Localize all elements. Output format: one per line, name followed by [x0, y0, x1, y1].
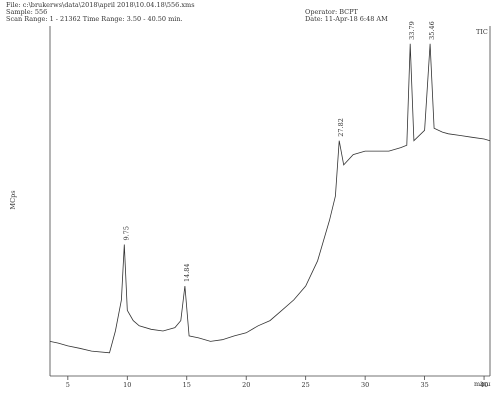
header-date: Date: 11-Apr-18 6:48 AM — [305, 15, 388, 23]
x-tick-label: 20 — [242, 381, 250, 389]
x-tick-label: 40 — [480, 381, 488, 389]
peak-label: 9.75 — [122, 226, 130, 240]
x-tick-label: 5 — [66, 381, 70, 389]
peak-label: 14.84 — [183, 263, 191, 282]
peak-label: 35.46 — [428, 21, 436, 40]
x-tick-label: 35 — [420, 381, 428, 389]
trace-label: TIC — [476, 28, 488, 36]
peak-label: 27.82 — [337, 118, 345, 137]
x-tick-label: 15 — [183, 381, 191, 389]
x-tick-label: 25 — [302, 381, 310, 389]
header-range: Scan Range: 1 - 21362 Time Range: 3.50 -… — [6, 15, 183, 23]
trace-line — [50, 44, 490, 353]
x-tick-label: 10 — [123, 381, 131, 389]
peak-label: 33.79 — [408, 21, 416, 40]
y-axis-label: MCps — [9, 190, 17, 209]
x-tick-label: 30 — [361, 381, 369, 389]
chart: File: c:\brukerws\data\2018\april 2018\1… — [0, 0, 491, 420]
